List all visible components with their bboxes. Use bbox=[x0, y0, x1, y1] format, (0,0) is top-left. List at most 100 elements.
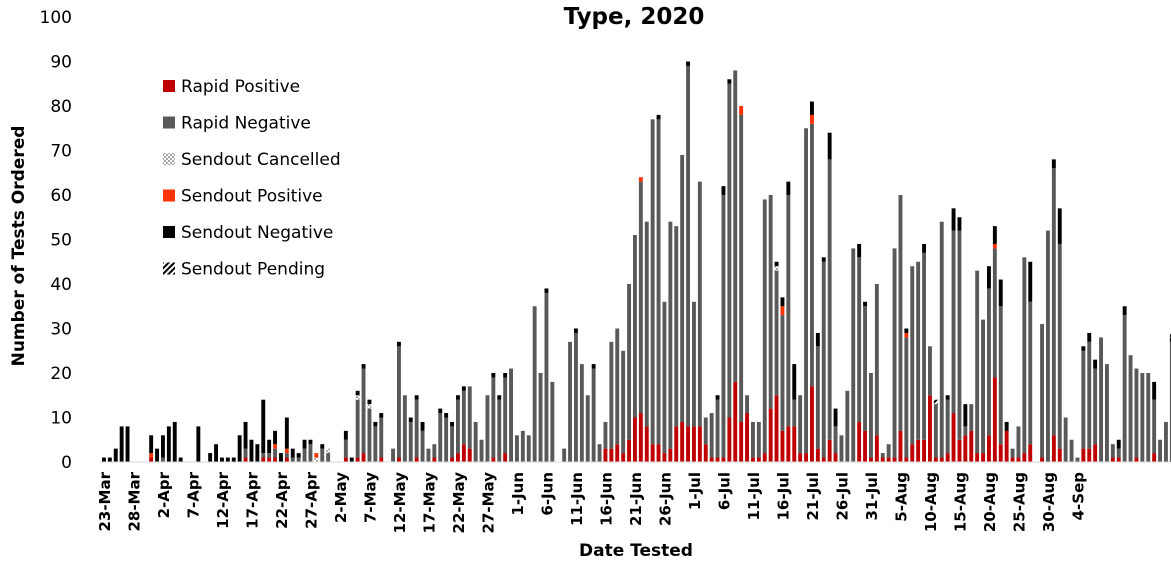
bar-segment bbox=[367, 408, 372, 462]
bar-segment bbox=[1022, 453, 1027, 462]
bar-segment bbox=[869, 457, 873, 462]
bar-segment bbox=[172, 421, 177, 462]
bar-segment bbox=[267, 453, 272, 458]
bar-segment bbox=[1069, 439, 1074, 462]
bar-segment bbox=[1134, 368, 1139, 458]
bar-segment bbox=[987, 435, 991, 462]
bar-segment bbox=[208, 453, 213, 462]
bar-segment bbox=[273, 444, 277, 449]
bar-segment bbox=[461, 386, 466, 391]
bar-segment bbox=[786, 195, 791, 427]
bar-segment bbox=[320, 444, 325, 449]
bar-segment bbox=[355, 457, 360, 462]
bar-segment bbox=[815, 346, 820, 449]
bar-segment bbox=[945, 395, 950, 400]
legend-swatch bbox=[163, 189, 175, 202]
bar-segment bbox=[957, 230, 962, 440]
bar-segment bbox=[662, 453, 667, 462]
bar-segment bbox=[1081, 346, 1086, 351]
bar-segment bbox=[532, 306, 537, 462]
bar-segment bbox=[107, 457, 112, 462]
bar-segment bbox=[774, 261, 779, 267]
bar-segment bbox=[727, 417, 732, 462]
y-tick-label: 60 bbox=[50, 186, 72, 206]
bar-segment bbox=[774, 395, 779, 462]
bar-segment bbox=[951, 413, 956, 462]
bar-segment bbox=[1051, 435, 1056, 462]
bar-segment bbox=[821, 457, 826, 462]
bar-segment bbox=[762, 199, 767, 454]
bar-segment bbox=[703, 444, 708, 462]
legend-label: Sendout Negative bbox=[181, 223, 333, 243]
bar-segment bbox=[243, 457, 248, 462]
y-tick-label: 20 bbox=[50, 364, 72, 384]
bar-segment bbox=[1087, 332, 1092, 342]
bars-group bbox=[102, 61, 1171, 462]
bar-segment bbox=[509, 368, 513, 462]
bar-segment bbox=[402, 395, 407, 462]
bar-segment bbox=[633, 235, 637, 418]
bar-segment bbox=[963, 435, 968, 462]
bar-segment bbox=[621, 350, 626, 454]
bar-segment bbox=[780, 297, 785, 307]
bar-segment bbox=[361, 364, 366, 369]
bar-segment bbox=[898, 195, 903, 431]
bar-segment bbox=[296, 457, 301, 462]
bar-segment bbox=[638, 177, 643, 182]
bar-segment bbox=[196, 426, 201, 462]
bar-segment bbox=[296, 453, 301, 458]
bar-segment bbox=[715, 457, 720, 462]
bar-segment bbox=[438, 408, 443, 414]
legend-swatch bbox=[163, 80, 175, 92]
bar-segment bbox=[461, 390, 466, 445]
bar-segment bbox=[922, 439, 926, 462]
bar-segment bbox=[874, 435, 879, 462]
x-tick-label: 2-Apr bbox=[155, 471, 173, 518]
bar-segment bbox=[810, 386, 814, 462]
bar-segment bbox=[361, 368, 366, 454]
y-tick-label: 100 bbox=[40, 8, 72, 28]
bar-segment bbox=[379, 457, 384, 462]
bar-segment bbox=[827, 132, 832, 160]
bar-segment bbox=[756, 421, 761, 458]
bar-segment bbox=[503, 453, 508, 462]
bar-segment bbox=[456, 395, 460, 400]
bar-segment bbox=[981, 319, 985, 454]
bar-segment bbox=[373, 421, 378, 427]
bar-segment bbox=[933, 404, 938, 458]
bar-segment bbox=[273, 430, 277, 445]
bar-segment bbox=[1146, 373, 1151, 462]
bar-segment bbox=[1105, 364, 1109, 462]
bar-segment bbox=[916, 439, 921, 462]
legend-label: Rapid Positive bbox=[181, 77, 300, 97]
bar-segment bbox=[408, 417, 413, 422]
bar-segment bbox=[420, 421, 425, 431]
bar-segment bbox=[745, 413, 749, 462]
bar-segment bbox=[951, 208, 956, 231]
bar-segment bbox=[857, 421, 862, 462]
bar-segment bbox=[857, 243, 862, 258]
x-tick-label: 1-Jul bbox=[686, 472, 704, 510]
bar-segment bbox=[450, 457, 454, 462]
bar-segment bbox=[804, 128, 808, 454]
bar-segment bbox=[397, 457, 401, 462]
bar-segment bbox=[715, 395, 720, 400]
bar-segment bbox=[739, 114, 744, 422]
bar-segment bbox=[568, 341, 572, 462]
legend-label: Sendout Positive bbox=[181, 187, 323, 207]
bar-segment bbox=[1004, 430, 1009, 462]
bar-segment bbox=[1140, 373, 1145, 462]
bar-segment bbox=[686, 426, 690, 462]
bar-segment bbox=[768, 408, 773, 462]
bar-segment bbox=[261, 399, 266, 454]
bar-segment bbox=[149, 453, 154, 458]
bar-segment bbox=[1057, 243, 1062, 449]
bar-segment bbox=[367, 399, 372, 405]
bar-segment bbox=[273, 457, 277, 462]
bar-segment bbox=[668, 221, 673, 449]
bar-segment bbox=[928, 395, 932, 462]
bar-segment bbox=[125, 426, 130, 462]
bar-segment bbox=[326, 448, 331, 454]
bar-segment bbox=[951, 230, 956, 414]
bar-segment bbox=[414, 399, 419, 458]
